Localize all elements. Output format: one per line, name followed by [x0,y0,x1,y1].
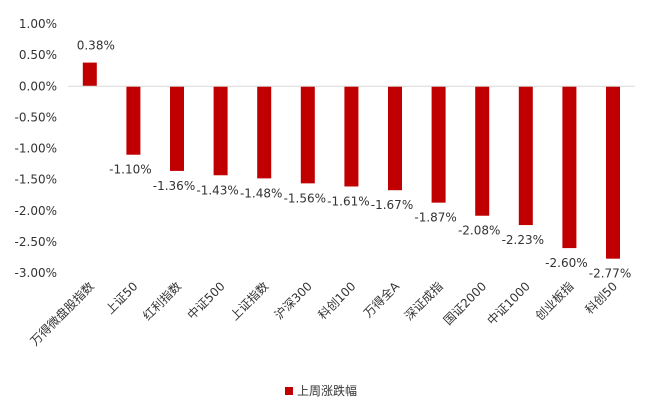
data-label: -2.23% [502,233,544,247]
data-label: -1.61% [327,194,369,208]
y-tick-label: -2.00% [15,204,57,218]
bar [518,86,533,226]
y-axis-ticks: 1.00% 0.50% 0.00% -0.50% -1.00% -1.50% -2.00% -… [15,17,57,280]
x-tick-label: 红利指数 [140,279,185,324]
bar [431,86,446,203]
x-tick-label: 科创100 [315,279,358,322]
y-tick-label: 0.00% [19,79,57,93]
bar [562,86,577,249]
y-tick-label: 0.50% [19,48,57,62]
y-tick-label: -3.00% [15,266,57,280]
x-tick-label: 万得全A [360,278,402,320]
legend: 上周涨跌幅 [285,383,357,398]
x-tick-label: 万得微盘股指数 [27,279,97,349]
x-axis-labels: 万得微盘股指数 上证50 红利指数 中证500 上证指数 沪深300 科创100 万得全A 深证… [27,278,620,349]
data-label: -2.77% [589,267,631,281]
bar [213,86,228,176]
data-label: -1.36% [153,179,195,193]
bar [300,86,315,184]
y-tick-label: -1.00% [15,142,57,156]
data-label: -1.67% [371,198,413,212]
x-tick-label: 上证50 [103,279,141,317]
data-label: -1.56% [284,191,326,205]
y-tick-label: -1.50% [15,173,57,187]
bar [126,86,141,155]
data-label: -2.08% [458,224,500,238]
bar [170,86,184,171]
x-tick-label: 深证成指 [401,279,446,324]
bars [82,62,620,259]
y-tick-label: -0.50% [15,110,57,124]
x-tick-label: 国证2000 [441,279,489,327]
bar [388,86,402,191]
bar [344,86,359,187]
x-tick-label: 中证1000 [484,279,533,328]
bar [82,62,97,87]
x-tick-label: 科创50 [582,279,620,317]
x-tick-label: 创业板指 [532,279,577,324]
bar [475,86,490,216]
data-label: -1.43% [196,183,238,197]
data-label: -1.10% [109,163,151,177]
legend-label: 上周涨跌幅 [297,383,357,398]
legend-swatch [285,387,293,395]
x-tick-label: 沪深300 [272,279,315,322]
data-label: -1.87% [414,211,456,225]
bar [606,86,620,259]
y-tick-label: 1.00% [19,17,57,31]
data-label: -2.60% [545,256,587,270]
data-label: -1.48% [240,186,282,200]
x-tick-label: 上证指数 [227,279,272,324]
bar [257,86,272,179]
y-tick-label: -2.50% [15,235,57,249]
data-label: 0.38% [77,39,115,53]
data-labels: 0.38% -1.10%-1.36% -1.43% -1.48% -1.56% -1.61… [77,39,631,281]
x-tick-label: 中证500 [184,279,228,323]
